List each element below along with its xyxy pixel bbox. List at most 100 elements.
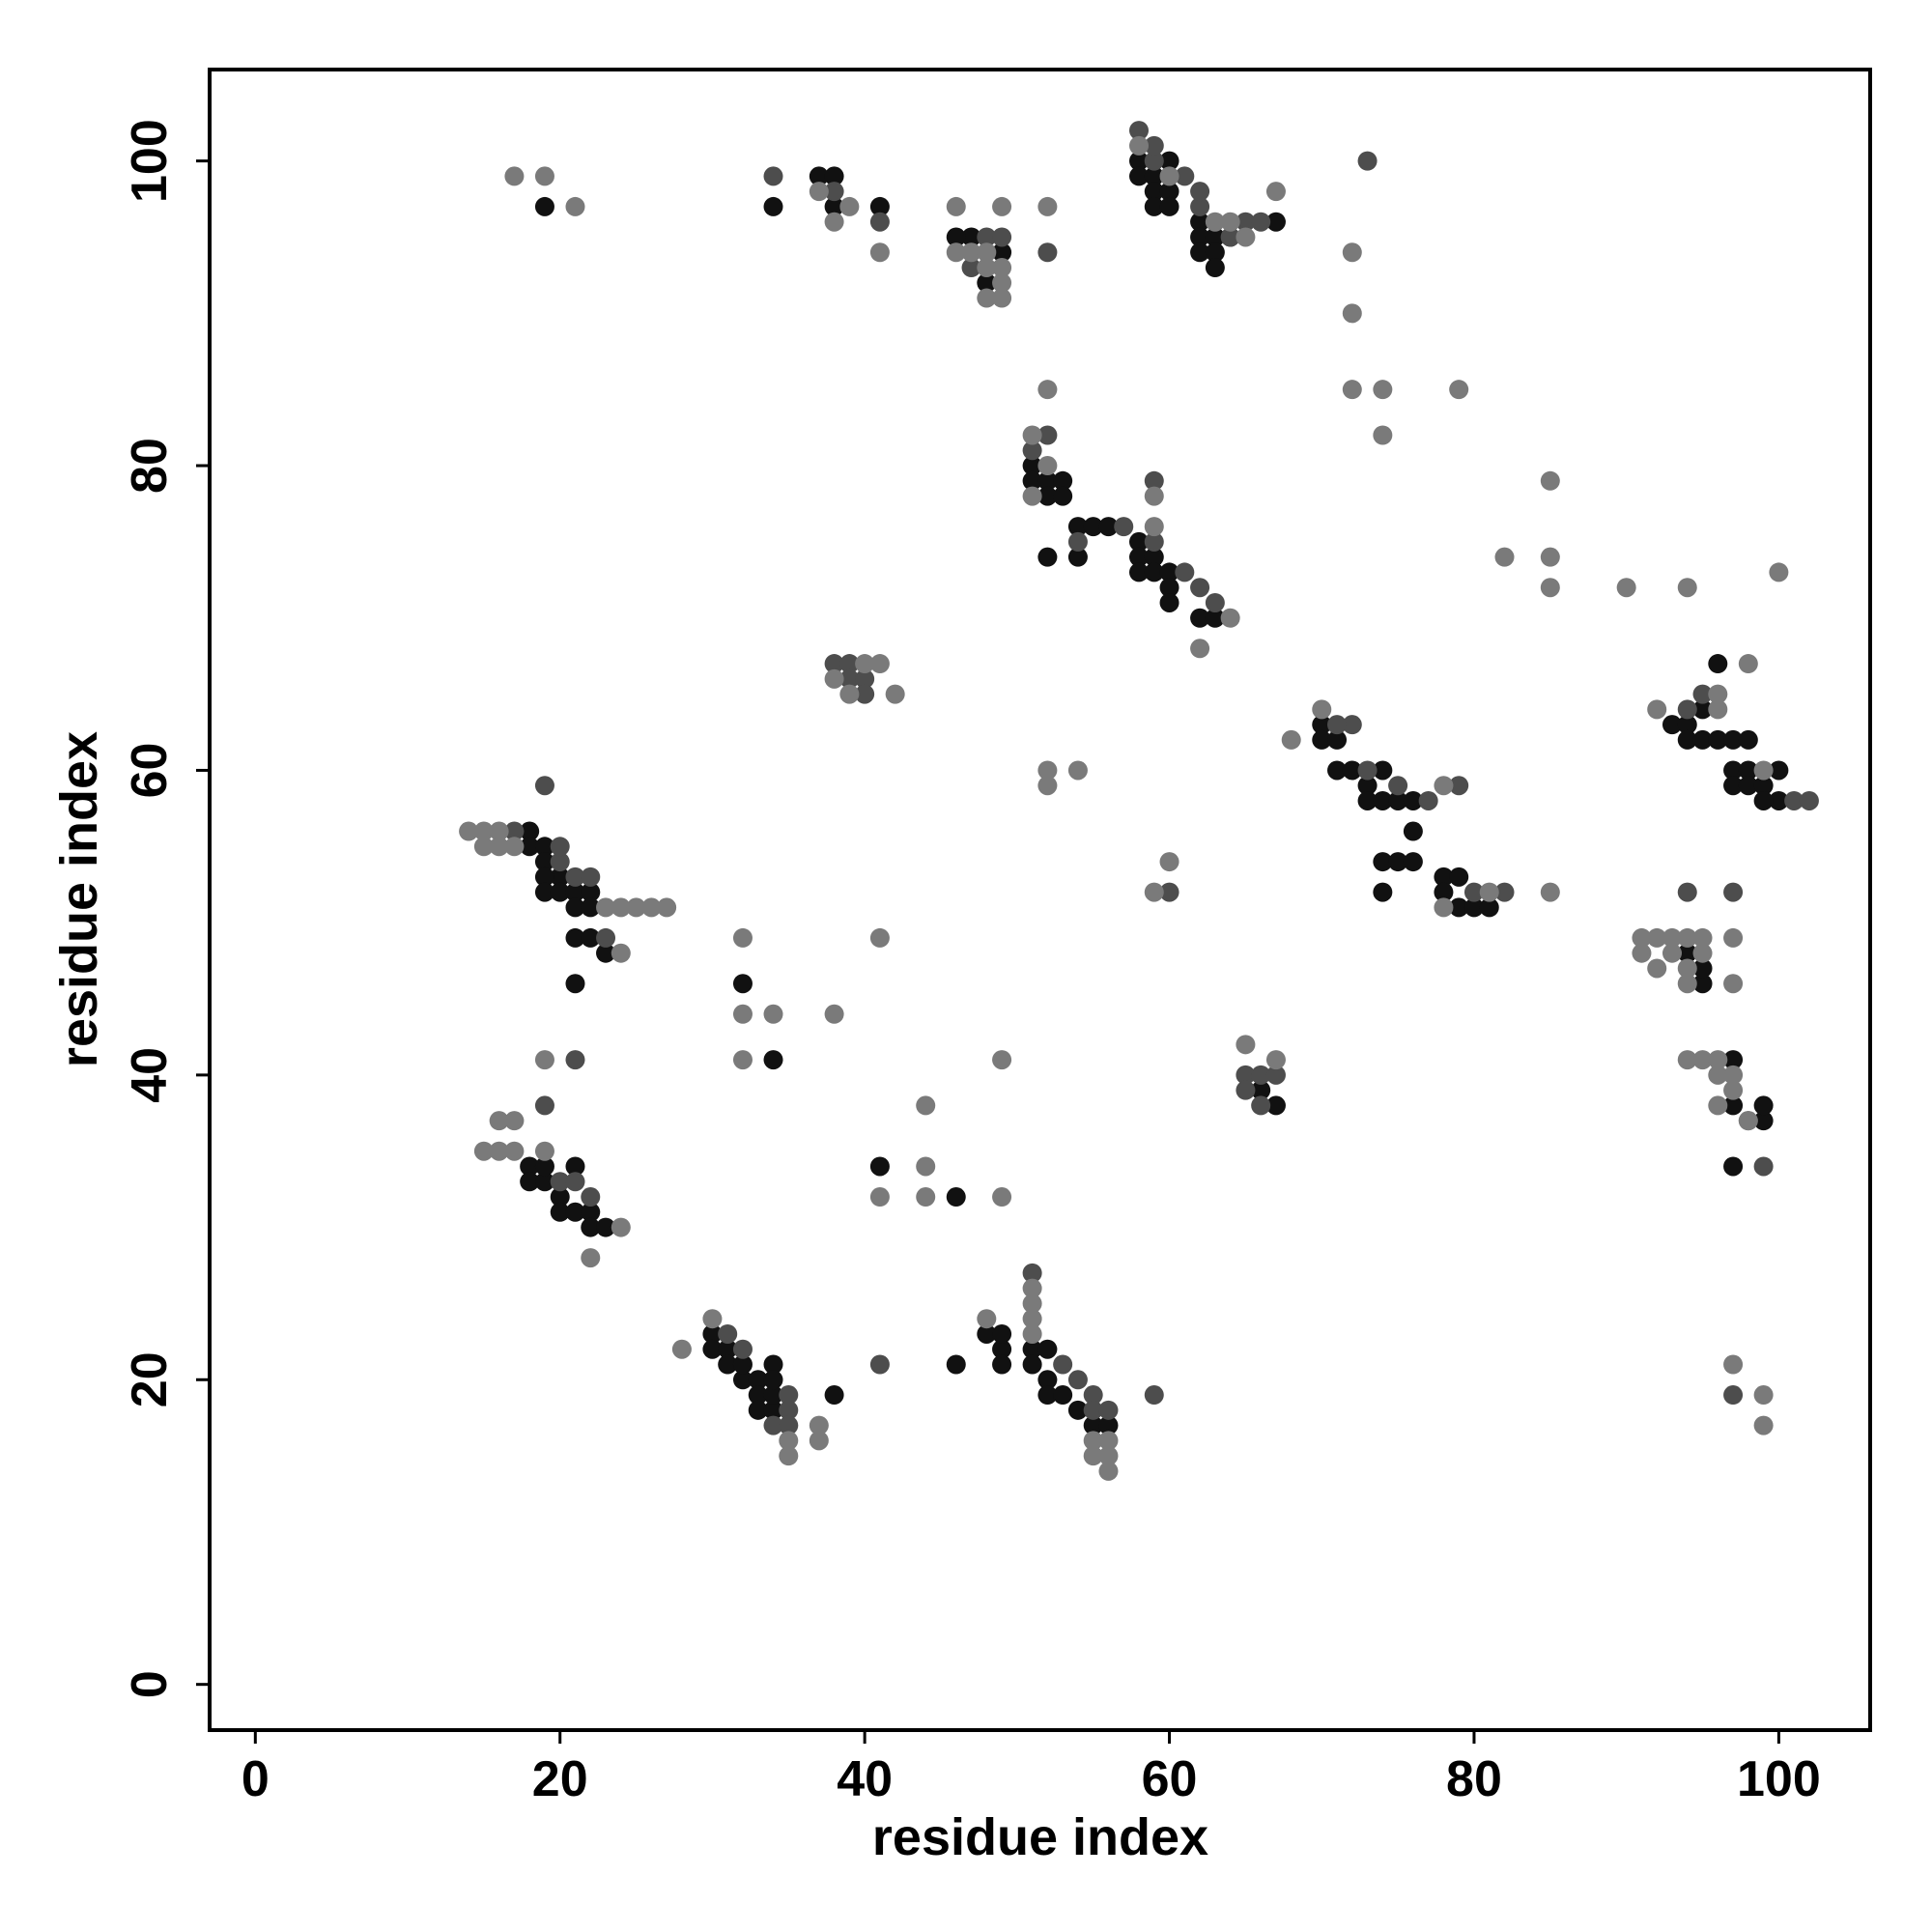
point (504, 821, 525, 841)
point (534, 196, 554, 216)
point (1463, 882, 1484, 902)
point (1632, 943, 1652, 963)
point (1129, 151, 1150, 171)
point (1403, 821, 1423, 841)
point (1067, 1370, 1088, 1390)
point (1418, 790, 1438, 810)
point (1265, 1065, 1286, 1085)
point (1053, 1385, 1073, 1406)
point (824, 182, 844, 202)
point (1129, 531, 1150, 552)
point (824, 1385, 844, 1406)
point (1144, 182, 1164, 202)
point (611, 943, 631, 963)
point (1723, 1095, 1744, 1116)
point (1037, 470, 1058, 491)
point (550, 882, 570, 902)
point (550, 837, 570, 857)
point (1434, 867, 1454, 887)
point (763, 1354, 783, 1375)
point (1662, 943, 1682, 963)
point (702, 1323, 723, 1344)
point (977, 258, 997, 278)
point (1159, 196, 1179, 216)
point (1037, 380, 1058, 400)
point (1205, 258, 1225, 278)
point (1159, 182, 1179, 202)
point (1083, 517, 1103, 537)
point (581, 867, 601, 887)
point (565, 1202, 585, 1222)
point (977, 288, 997, 308)
point (1312, 729, 1332, 750)
point (1342, 380, 1362, 400)
point (473, 821, 494, 841)
point (534, 837, 554, 857)
point (1753, 776, 1774, 796)
point (1251, 1095, 1271, 1116)
point (1037, 1385, 1058, 1406)
point (1236, 1035, 1256, 1055)
point (1449, 867, 1469, 887)
point (718, 1339, 738, 1359)
point (1129, 121, 1150, 141)
point (581, 882, 601, 902)
point (1373, 882, 1393, 902)
point (992, 288, 1012, 308)
point (565, 1172, 585, 1192)
point (1738, 654, 1758, 674)
point (1022, 1309, 1042, 1329)
point (763, 1415, 783, 1435)
point (1144, 470, 1164, 491)
point (1083, 1415, 1103, 1435)
point (732, 1050, 753, 1070)
point (977, 227, 997, 247)
point (1769, 562, 1789, 582)
point (1190, 608, 1210, 628)
point (1357, 776, 1378, 796)
plot-frame (208, 68, 1872, 1732)
point (534, 1156, 554, 1177)
point (550, 1202, 570, 1222)
point (1342, 242, 1362, 263)
point (1677, 958, 1697, 979)
point (1022, 1339, 1042, 1359)
point (1357, 151, 1378, 171)
point (1708, 1065, 1728, 1085)
point (1784, 790, 1804, 810)
point (1662, 715, 1682, 735)
point (1677, 715, 1697, 735)
point (473, 1141, 494, 1161)
point (565, 1050, 585, 1070)
point (839, 668, 860, 689)
point (1327, 729, 1348, 750)
point (1053, 470, 1073, 491)
point (1129, 562, 1150, 582)
point (1388, 776, 1408, 796)
point (1022, 456, 1042, 476)
point (1190, 227, 1210, 247)
point (1692, 699, 1713, 720)
point (504, 837, 525, 857)
point (1053, 1354, 1073, 1375)
point (732, 1339, 753, 1359)
point (1708, 729, 1728, 750)
point (946, 1354, 966, 1375)
point (1114, 517, 1134, 537)
point (1159, 151, 1179, 171)
point (1677, 1050, 1697, 1070)
point (1708, 1095, 1728, 1116)
point (1281, 729, 1301, 750)
point (1083, 1400, 1103, 1420)
scatter-points (459, 121, 1819, 1481)
point (1449, 380, 1469, 400)
point (1190, 182, 1210, 202)
point (1677, 699, 1697, 720)
point (1692, 927, 1713, 948)
point (565, 974, 585, 994)
point (869, 242, 890, 263)
point (1753, 790, 1774, 810)
point (946, 1187, 966, 1208)
point (534, 852, 554, 872)
point (626, 897, 646, 918)
